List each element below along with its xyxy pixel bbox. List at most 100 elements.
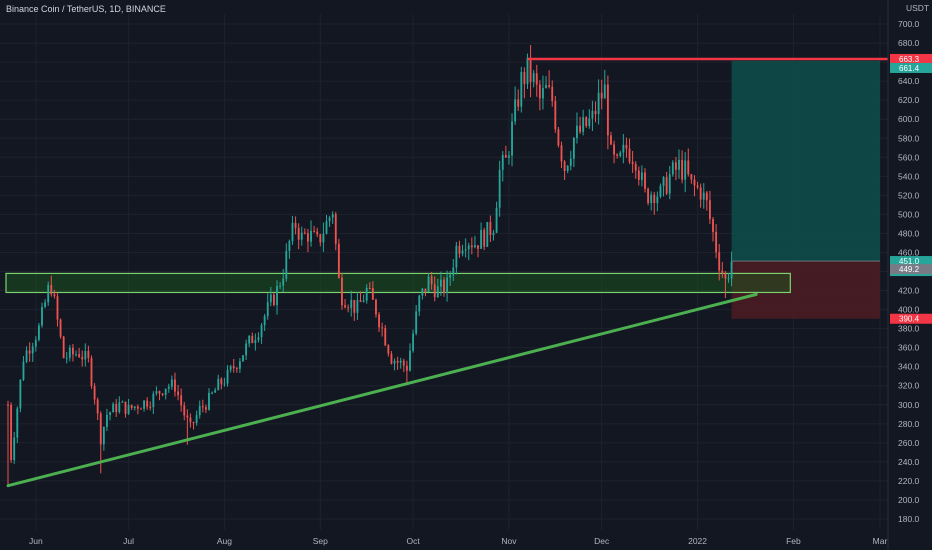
y-tick-label: 340.0 bbox=[898, 362, 920, 372]
candle-body bbox=[489, 222, 492, 235]
candle-body bbox=[50, 285, 53, 295]
x-tick-label: Nov bbox=[501, 536, 517, 546]
candle-body bbox=[322, 233, 325, 243]
candle-body bbox=[424, 288, 427, 292]
candle-body bbox=[170, 379, 173, 387]
candle-body bbox=[548, 85, 551, 87]
candle-body bbox=[226, 369, 229, 384]
price-badge-label: 661.4 bbox=[899, 64, 920, 73]
candle-body bbox=[684, 160, 687, 180]
candle-body bbox=[579, 125, 581, 132]
candle-body bbox=[647, 188, 650, 204]
candle-body bbox=[687, 160, 690, 175]
candle-body bbox=[526, 57, 529, 85]
candle-body bbox=[195, 415, 198, 424]
candle-body bbox=[467, 245, 470, 250]
candle-body bbox=[37, 325, 40, 340]
candle-body bbox=[718, 252, 721, 271]
candle-body bbox=[285, 250, 288, 279]
candle-body bbox=[263, 316, 266, 326]
candle-body bbox=[186, 415, 189, 418]
x-tick-label: Feb bbox=[786, 536, 801, 546]
candle-body bbox=[628, 148, 631, 162]
candle-body bbox=[276, 286, 278, 306]
candle-body bbox=[183, 405, 186, 416]
target-area bbox=[731, 60, 880, 262]
y-tick-label: 200.0 bbox=[898, 495, 920, 505]
x-tick-label: Jul bbox=[123, 536, 134, 546]
candle-body bbox=[90, 357, 93, 387]
candle-body bbox=[254, 340, 257, 344]
candle-body bbox=[31, 346, 34, 354]
candle-body bbox=[161, 393, 164, 395]
candle-body bbox=[279, 285, 282, 287]
candle-body bbox=[149, 406, 152, 408]
candle-body bbox=[28, 350, 31, 354]
candle-body bbox=[378, 314, 380, 328]
x-tick-label: Mar bbox=[873, 536, 888, 546]
candle-body bbox=[328, 217, 331, 222]
candle-body bbox=[118, 402, 121, 413]
y-tick-label: 480.0 bbox=[898, 228, 920, 238]
candle-body bbox=[235, 368, 238, 370]
candle-body bbox=[622, 144, 625, 153]
candle-body bbox=[715, 231, 718, 253]
candle-body bbox=[390, 353, 393, 364]
candle-body bbox=[180, 395, 183, 406]
candle-body bbox=[569, 158, 572, 166]
candle-body bbox=[242, 355, 244, 362]
y-tick-label: 300.0 bbox=[898, 400, 920, 410]
candle-body bbox=[140, 408, 142, 410]
candle-body bbox=[248, 335, 251, 344]
candle-body bbox=[316, 231, 319, 235]
candle-body bbox=[712, 219, 714, 232]
candle-body bbox=[16, 408, 19, 438]
candle-body bbox=[34, 339, 37, 347]
symbol-title: Binance Coin / TetherUS, 1D, BINANCE bbox=[6, 4, 166, 14]
time-axis[interactable]: Jun Jul Aug Sep Oct Nov Dec 2022 Feb Mar bbox=[29, 536, 888, 546]
y-tick-label: 320.0 bbox=[898, 381, 920, 391]
candle-body bbox=[674, 162, 677, 170]
candle-body bbox=[368, 287, 371, 289]
candle-body bbox=[115, 403, 118, 413]
candle-body bbox=[709, 200, 711, 220]
candle-body bbox=[25, 350, 28, 362]
candle-body bbox=[529, 57, 532, 83]
y-tick-label: 700.0 bbox=[898, 19, 920, 29]
currency-label: USDT bbox=[906, 3, 929, 13]
candle-body bbox=[266, 302, 269, 317]
candle-body bbox=[96, 399, 99, 414]
candle-body bbox=[152, 393, 155, 408]
candle-body bbox=[511, 121, 513, 156]
candle-body bbox=[84, 351, 87, 360]
price-badge-label: 449.2 bbox=[899, 265, 920, 274]
candle-body bbox=[560, 145, 563, 162]
candle-body bbox=[146, 400, 149, 407]
support-zone[interactable] bbox=[5, 272, 791, 294]
candle-body bbox=[381, 327, 384, 329]
candle-body bbox=[106, 414, 108, 427]
candle-body bbox=[591, 110, 594, 119]
y-tick-label: 540.0 bbox=[898, 171, 920, 181]
candle-body bbox=[681, 159, 684, 180]
candle-body bbox=[102, 426, 105, 445]
drawings[interactable] bbox=[6, 57, 888, 488]
candle-body bbox=[477, 245, 479, 249]
candle-body bbox=[56, 296, 59, 320]
candle-body bbox=[53, 294, 56, 297]
position-tool[interactable] bbox=[731, 60, 880, 319]
candle-body bbox=[412, 333, 415, 351]
candle-body bbox=[418, 295, 421, 312]
candle-body bbox=[727, 278, 730, 280]
x-tick-label: Jun bbox=[29, 536, 43, 546]
candle-body bbox=[606, 84, 609, 136]
candle-body bbox=[387, 345, 390, 354]
candle-body bbox=[251, 335, 254, 344]
candle-body bbox=[449, 274, 452, 278]
candle-body bbox=[557, 129, 560, 146]
price-badge-label: 451.0 bbox=[899, 257, 920, 266]
candle-body bbox=[44, 302, 47, 307]
x-tick-label: Aug bbox=[217, 536, 232, 546]
